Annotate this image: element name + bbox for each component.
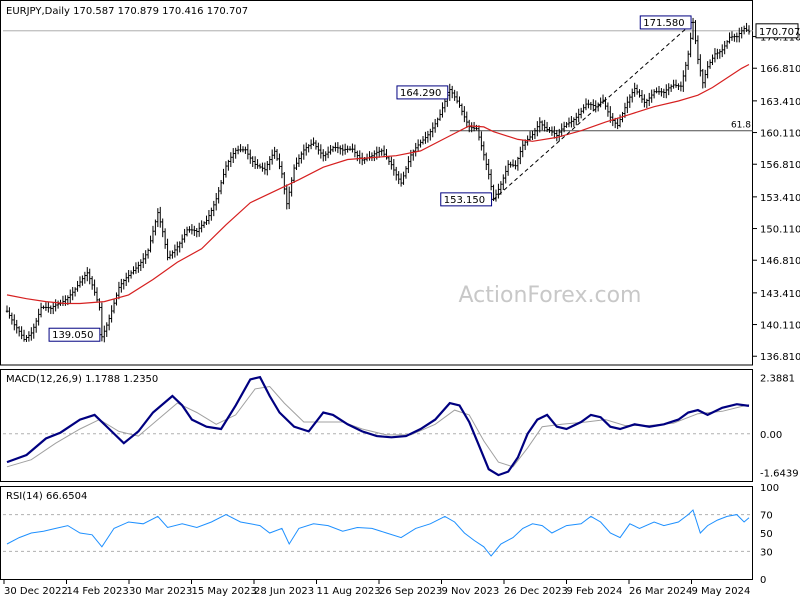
annotation-label: 171.580 — [643, 18, 684, 29]
macd-y-tick-label: 0.00 — [760, 430, 782, 441]
annotation-label: 164.290 — [400, 88, 441, 99]
x-tick-label: 9 Feb 2024 — [567, 586, 623, 597]
rsi-y-tick-label: 0 — [760, 575, 766, 586]
price-panel-frame — [0, 0, 753, 366]
rsi-y-tick-label: 30 — [760, 547, 773, 558]
trend-line — [493, 22, 694, 200]
x-tick-label: 26 Dec 2023 — [504, 586, 568, 597]
fibonacci-level-label: 61.8 — [731, 121, 751, 131]
macd-y-tick-label: -1.6439 — [760, 469, 799, 480]
price-y-tick-label: 146.810 — [760, 256, 800, 267]
x-tick-label: 30 Mar 2023 — [129, 586, 192, 597]
annotation-box — [440, 192, 493, 207]
macd-y-tick-label: 2.3881 — [760, 373, 795, 384]
price-y-tick-label: 140.110 — [760, 321, 800, 332]
annotation-label: 153.150 — [444, 195, 485, 206]
annotation-box — [396, 85, 449, 100]
price-y-tick-label: 143.410 — [760, 289, 800, 300]
x-tick-label: 9 May 2024 — [692, 586, 751, 597]
rsi-y-tick-label: 100 — [760, 483, 779, 494]
moving-average-line — [6, 63, 750, 305]
macd-signal-line — [6, 385, 750, 468]
annotation-box — [639, 15, 692, 30]
x-tick-label: 28 Jun 2023 — [254, 586, 314, 597]
x-tick-label: 26 Sep 2023 — [379, 586, 442, 597]
rsi-panel-frame — [0, 486, 753, 580]
x-tick-label: 15 May 2023 — [192, 586, 257, 597]
annotation-box — [48, 327, 101, 342]
price-y-tick-label: 150.110 — [760, 225, 800, 236]
macd-title: MACD(12,26,9) 1.1788 1.2350 — [6, 374, 158, 385]
last-price-label: 170.707 — [759, 27, 800, 38]
price-y-tick-label: 136.810 — [760, 352, 800, 363]
chart-header-text: EURJPY,Daily 170.587 170.879 170.416 170… — [6, 6, 248, 17]
last-price-box — [755, 23, 799, 39]
watermark-text: ActionForex.com — [459, 283, 642, 308]
x-tick-label: 30 Dec 2022 — [4, 586, 68, 597]
x-tick-label: 11 Aug 2023 — [317, 586, 381, 597]
x-tick-label: 14 Feb 2023 — [67, 586, 129, 597]
x-tick-label: 9 Nov 2023 — [442, 586, 500, 597]
price-y-tick-label: 153.410 — [760, 193, 800, 204]
annotation-label: 139.050 — [52, 330, 93, 341]
macd-panel-frame — [0, 369, 753, 482]
macd-line — [6, 375, 750, 477]
rsi-title: RSI(14) 66.6504 — [6, 491, 87, 502]
price-y-tick-label: 156.810 — [760, 160, 800, 171]
price-y-tick-label: 163.410 — [760, 97, 800, 108]
x-tick-label: 26 Mar 2024 — [629, 586, 692, 597]
price-y-tick-label: 160.110 — [760, 129, 800, 140]
rsi-line — [6, 509, 750, 557]
rsi-y-tick-label: 50 — [760, 529, 773, 540]
price-y-tick-label: 166.810 — [760, 64, 800, 75]
rsi-y-tick-label: 70 — [760, 511, 773, 522]
